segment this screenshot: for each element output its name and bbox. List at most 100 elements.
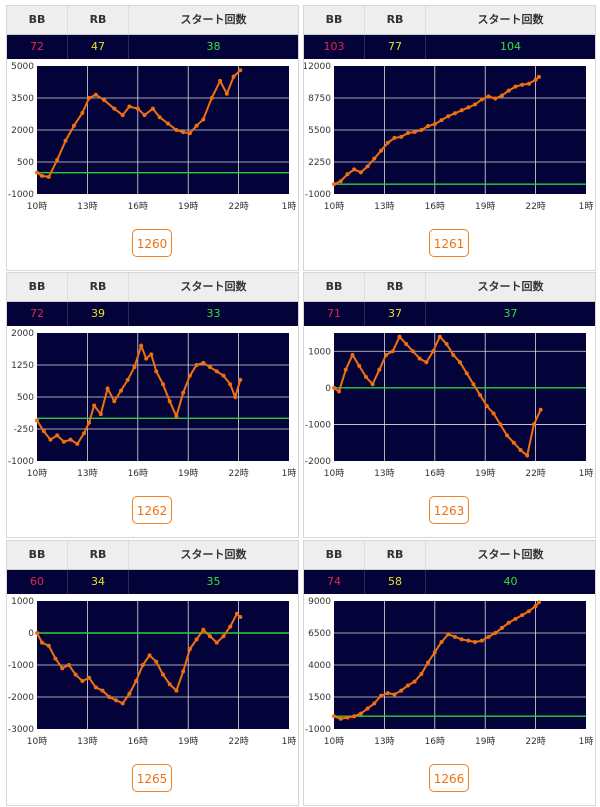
rb-header: RB [67, 6, 128, 34]
start-header: スタート回数 [128, 6, 298, 34]
start-header: スタート回数 [128, 541, 298, 569]
data-point [338, 179, 343, 184]
bb-value: 74 [327, 575, 341, 588]
data-point [343, 367, 348, 372]
data-point [238, 68, 243, 73]
y-tick-label: 0 [28, 629, 34, 639]
data-point [431, 349, 436, 354]
data-point [125, 377, 130, 382]
rb-header: RB [67, 541, 128, 569]
machine-card-1266: BB RB スタート回数 74 58 40 1266 10時 13時 16時 19時 22時 1時 900… [303, 540, 596, 806]
rb-header: RB [364, 6, 425, 34]
data-point [332, 714, 336, 719]
y-tick-label: -1000 [305, 190, 331, 200]
y-tick-label: 9000 [308, 597, 331, 607]
data-point [92, 403, 97, 408]
data-point [466, 638, 471, 643]
stats-values: 72 39 33 [7, 302, 298, 326]
bb-header: BB [28, 548, 46, 561]
data-point [82, 431, 87, 436]
machine-number-button[interactable]: 1262 [132, 496, 172, 524]
data-point [513, 616, 518, 621]
machine-number-button[interactable]: 1266 [429, 764, 469, 792]
data-point [417, 356, 422, 361]
bb-header: BB [28, 13, 46, 26]
x-tick-label: 16時 [128, 468, 148, 479]
data-point [363, 374, 368, 379]
stats-values: 71 37 37 [304, 302, 595, 326]
data-point [194, 363, 199, 367]
data-point [538, 407, 543, 412]
data-point [473, 639, 478, 644]
data-point [392, 135, 397, 140]
data-point [166, 121, 171, 126]
x-tick-label: 16時 [425, 736, 445, 747]
y-tick-label: -2000 [305, 457, 331, 467]
machine-number-button[interactable]: 1265 [132, 764, 172, 792]
data-point [93, 685, 98, 690]
y-tick-label: 2000 [11, 126, 34, 136]
data-point [102, 98, 107, 103]
data-point [405, 683, 410, 688]
data-point [446, 114, 451, 119]
stats-header: BB RB スタート回数 [304, 273, 595, 302]
machine-number-button[interactable]: 1260 [132, 229, 172, 257]
data-point [459, 108, 464, 113]
y-tick-label: -1000 [8, 190, 34, 200]
slump-chart: 10時 13時 16時 19時 22時 1時 1000 0 -1000 -2000 [305, 333, 593, 479]
machine-number-button[interactable]: 1263 [429, 496, 469, 524]
data-point [181, 130, 186, 135]
bb-value: 60 [30, 575, 44, 588]
x-tick-label: 10時 [27, 201, 47, 212]
data-point [161, 672, 165, 677]
rb-header: RB [364, 541, 425, 569]
x-tick-label: 10時 [324, 736, 344, 747]
data-point [358, 711, 363, 716]
rb-value: 47 [67, 35, 128, 59]
data-point [218, 78, 223, 83]
data-point [526, 609, 531, 614]
data-point [35, 418, 39, 423]
data-point [87, 96, 92, 100]
rb-value: 39 [67, 302, 128, 326]
data-point [60, 666, 65, 671]
slump-chart: 10時 13時 16時 19時 22時 1時 2000 1250 500 -250 -1000 [8, 329, 297, 479]
x-tick-label: 1時 [579, 201, 594, 212]
data-point [410, 349, 415, 354]
rb-value: 37 [364, 302, 425, 326]
data-point [112, 399, 117, 404]
data-point [80, 110, 85, 115]
machine-number-button[interactable]: 1261 [429, 229, 469, 257]
data-point [437, 334, 442, 339]
data-point [132, 365, 137, 370]
data-point [464, 371, 469, 376]
data-point [513, 84, 518, 89]
bb-header: BB [325, 548, 343, 561]
data-point [345, 172, 350, 177]
machine-card-1260: BB RB スタート回数 72 47 38 1260 10時 13時 16時 19時 22時 1時 500… [6, 5, 299, 271]
data-point [473, 102, 478, 107]
x-tick-label: 19時 [178, 468, 198, 479]
data-point [350, 352, 355, 357]
data-point [486, 634, 491, 639]
data-point [66, 663, 71, 667]
y-tick-label: 3500 [11, 94, 34, 104]
data-point [484, 404, 489, 409]
data-point [150, 106, 155, 111]
x-tick-label: 10時 [27, 736, 47, 747]
data-point [357, 363, 362, 368]
data-point [87, 420, 92, 425]
data-point [75, 441, 80, 446]
data-point [214, 369, 219, 374]
data-point [372, 701, 377, 706]
data-point [187, 131, 192, 136]
data-point [377, 367, 382, 372]
data-point [214, 640, 219, 645]
x-tick-label: 10時 [27, 468, 47, 479]
data-point [144, 356, 149, 361]
data-point [536, 600, 541, 605]
data-point [174, 414, 179, 419]
data-point [533, 77, 538, 82]
data-point [234, 611, 239, 616]
data-point [61, 439, 66, 444]
